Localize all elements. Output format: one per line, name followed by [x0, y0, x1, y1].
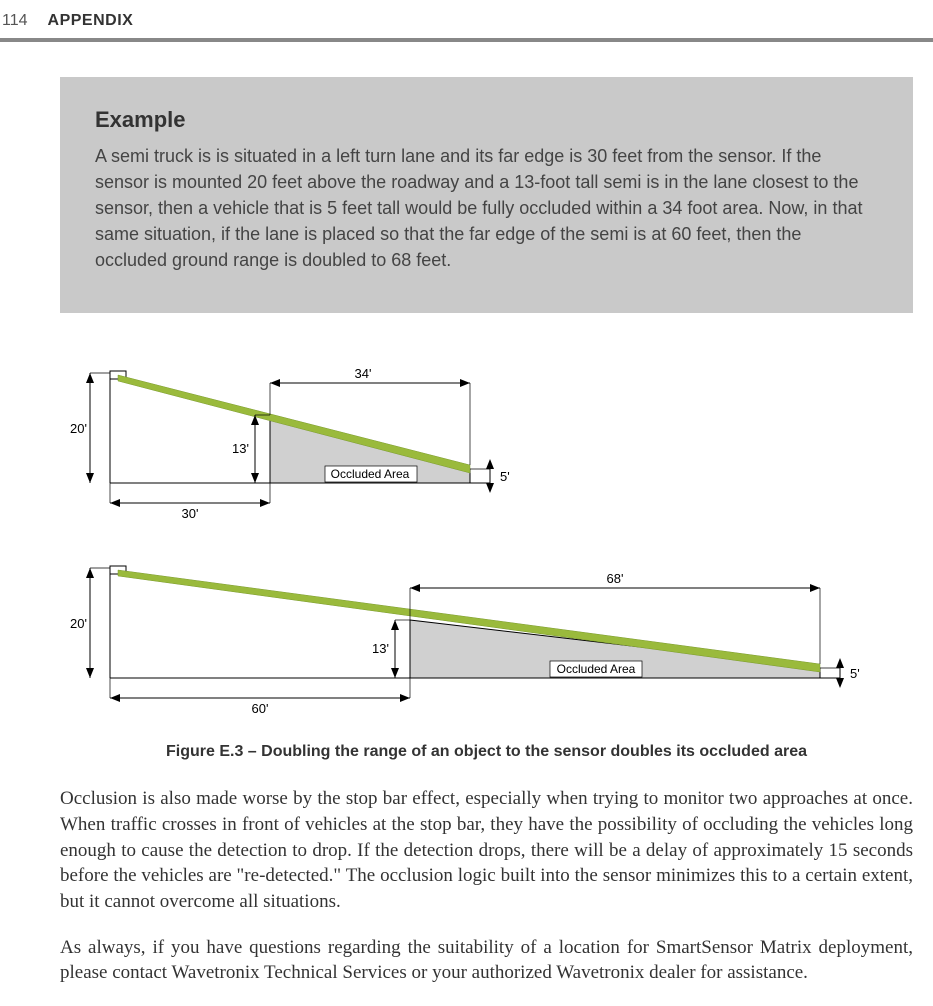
- example-text: A semi truck is is situated in a left tu…: [95, 143, 878, 273]
- d2-truck-height: 13': [372, 641, 389, 656]
- d1-occluded-label: Occluded Area: [331, 467, 410, 481]
- body-paragraph-1: Occlusion is also made worse by the stop…: [60, 786, 913, 914]
- d1-target-height: 5': [500, 469, 510, 484]
- d2-occluded-range: 68': [607, 571, 624, 586]
- example-title: Example: [95, 107, 878, 133]
- example-box: Example A semi truck is is situated in a…: [60, 77, 913, 313]
- section-title: APPENDIX: [48, 12, 134, 30]
- d1-truck-distance: 30': [182, 506, 199, 521]
- body-paragraph-2: As always, if you have questions regardi…: [60, 935, 913, 986]
- figure-caption: Figure E.3 – Doubling the range of an ob…: [70, 743, 903, 761]
- d1-sensor-height: 20': [70, 421, 87, 436]
- d2-truck-distance: 60': [252, 701, 269, 716]
- figure-container: 20' 34' 13' 5': [60, 353, 913, 761]
- page-header: 114 APPENDIX: [0, 0, 933, 42]
- d2-target-height: 5': [850, 666, 860, 681]
- diagram-1: 20' 34' 13' 5': [70, 353, 870, 523]
- d2-occluded-label: Occluded Area: [557, 662, 636, 676]
- d2-sensor-height: 20': [70, 616, 87, 631]
- d1-occluded-range: 34': [355, 366, 372, 381]
- diagram-2: 20' 68' 13' 5': [70, 548, 870, 718]
- d1-truck-height: 13': [232, 441, 249, 456]
- page-number: 114: [0, 12, 28, 30]
- content-area: Example A semi truck is is situated in a…: [0, 77, 933, 986]
